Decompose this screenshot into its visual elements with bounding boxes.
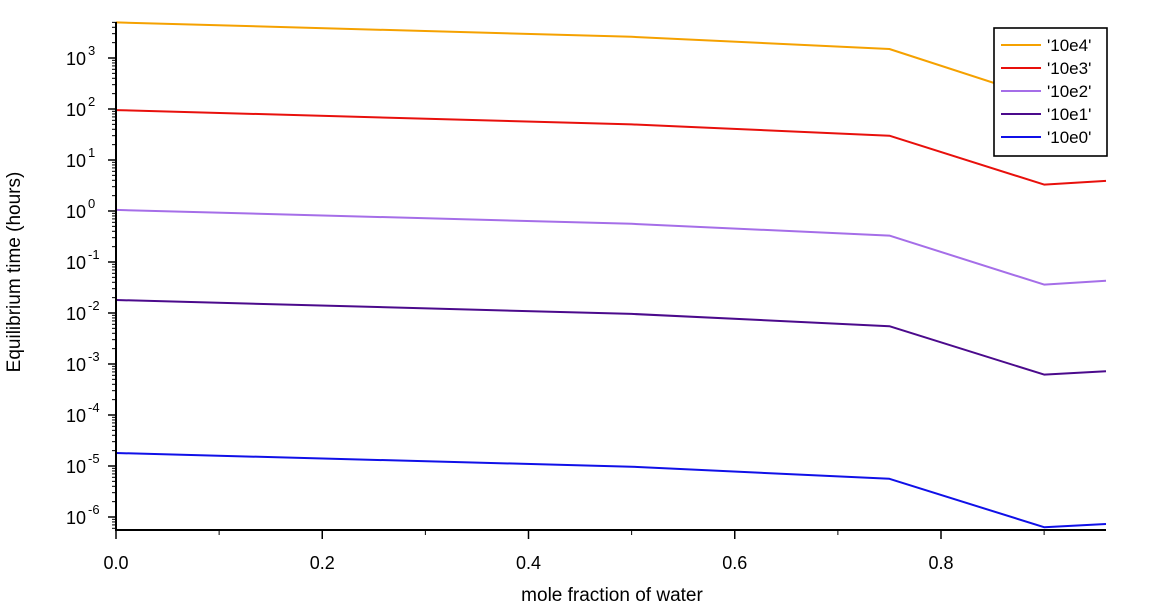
y-tick-exponent: 3 — [88, 43, 95, 58]
legend-label: '10e3' — [1047, 59, 1091, 78]
legend-label: '10e2' — [1047, 82, 1091, 101]
series-line — [115, 208, 1107, 286]
y-tick-label: 10 — [66, 304, 86, 324]
y-tick-exponent: -4 — [88, 400, 100, 415]
y-tick-label: 10 — [66, 457, 86, 477]
series-line — [115, 299, 1107, 376]
series-line — [115, 21, 1107, 101]
y-tick-exponent: -2 — [88, 298, 100, 313]
y-tick-label: 10 — [66, 406, 86, 426]
y-tick-label: 10 — [66, 253, 86, 273]
y-tick-label: 10 — [66, 151, 86, 171]
x-tick-label: 0.0 — [103, 553, 128, 573]
x-tick-label: 0.2 — [310, 553, 335, 573]
series-line — [115, 109, 1107, 186]
y-tick-exponent: -3 — [88, 349, 100, 364]
y-tick-label: 10 — [66, 49, 86, 69]
y-tick-label: 10 — [66, 355, 86, 375]
y-tick-label: 10 — [66, 100, 86, 120]
legend-items: '10e4' '10e3' '10e2' '10e1' '10e0' — [1001, 36, 1091, 147]
y-tick-exponent: -1 — [88, 247, 100, 262]
series-layer — [115, 21, 1107, 529]
x-axis-title: mole fraction of water — [521, 585, 703, 606]
y-tick-label: 10 — [66, 508, 86, 528]
y-tick-exponent: 0 — [88, 196, 95, 211]
axis-layer — [115, 22, 1106, 531]
legend: '10e4' '10e3' '10e2' '10e1' '10e0' — [993, 27, 1108, 157]
x-tick-label: 0.4 — [516, 553, 541, 573]
legend-label: '10e0' — [1047, 128, 1091, 147]
x-tick-label: 0.6 — [722, 553, 747, 573]
y-tick-exponent: -5 — [88, 451, 100, 466]
x-ticks: 0.0 0.2 0.4 0.6 0.8 — [103, 530, 1045, 573]
y-tick-exponent: 1 — [88, 145, 95, 160]
legend-label: '10e4' — [1047, 36, 1091, 55]
series-line — [115, 452, 1107, 529]
y-axis-title: Equilibrium time (hours) — [4, 172, 25, 373]
x-tick-label: 0.8 — [928, 553, 953, 573]
y-tick-exponent: 2 — [88, 94, 95, 109]
y-tick-label: 10 — [66, 202, 86, 222]
y-tick-exponent: -6 — [88, 502, 100, 517]
legend-label: '10e1' — [1047, 105, 1091, 124]
